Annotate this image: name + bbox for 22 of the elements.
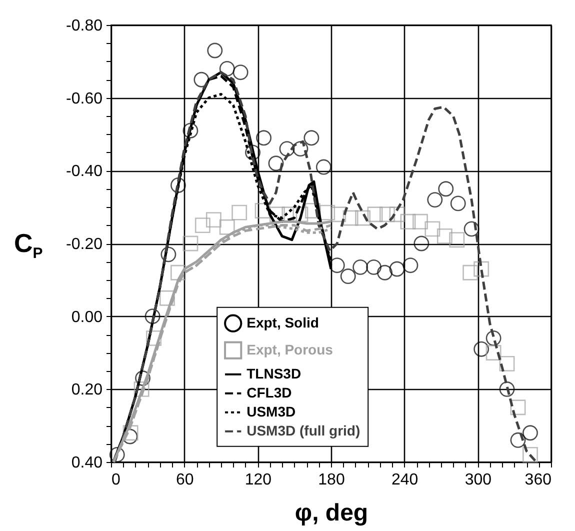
y-tick-label: 0.00 <box>71 308 103 326</box>
y-tick-label: -0.40 <box>66 163 103 180</box>
legend-label: USM3D (full grid) <box>246 422 360 438</box>
legend-label: USM3D <box>246 403 296 420</box>
y-tick-label: -0.60 <box>66 90 103 108</box>
y-tick-label: 0.40 <box>71 454 103 472</box>
y-tick-label: -0.20 <box>66 236 103 253</box>
y-tick-label: -0.80 <box>66 18 103 34</box>
x-tick-label: 300 <box>464 472 492 488</box>
x-tick-label: 120 <box>244 472 272 488</box>
x-tick-label: 360 <box>524 472 552 488</box>
x-tick-label: 240 <box>391 472 418 488</box>
legend-label: Expt, Solid <box>246 314 319 330</box>
y-axis-title: C$_{P}$ <box>14 228 43 262</box>
legend-label: Expt, Porous <box>246 341 334 358</box>
x-axis-title: φ, deg <box>294 500 368 526</box>
x-tick-label: 0 <box>112 472 120 488</box>
legend-label: CFL3D <box>246 384 292 400</box>
y-tick-label: 0.20 <box>71 382 103 399</box>
x-tick-label: 180 <box>318 472 345 488</box>
legend-label: TLNS3D <box>246 365 302 382</box>
x-tick-label: 60 <box>176 472 194 488</box>
